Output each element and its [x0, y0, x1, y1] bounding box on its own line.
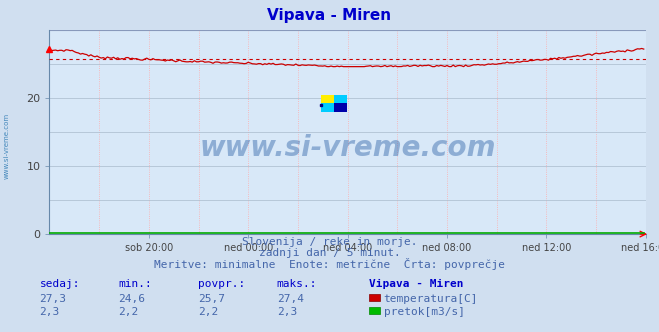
Text: sedaj:: sedaj:	[40, 279, 80, 289]
Text: Slovenija / reke in morje.: Slovenija / reke in morje.	[242, 237, 417, 247]
Text: 27,3: 27,3	[40, 294, 67, 304]
Text: 2,3: 2,3	[40, 307, 60, 317]
Text: 27,4: 27,4	[277, 294, 304, 304]
Text: povpr.:: povpr.:	[198, 279, 245, 289]
Text: Vipava - Miren: Vipava - Miren	[268, 8, 391, 24]
Text: temperatura[C]: temperatura[C]	[384, 294, 478, 304]
Bar	[334, 95, 347, 103]
Text: 2,2: 2,2	[198, 307, 218, 317]
Bar	[334, 103, 347, 112]
Text: maks.:: maks.:	[277, 279, 317, 289]
Text: 2,2: 2,2	[119, 307, 139, 317]
Text: 2,3: 2,3	[277, 307, 297, 317]
Text: 24,6: 24,6	[119, 294, 146, 304]
Text: pretok[m3/s]: pretok[m3/s]	[384, 307, 465, 317]
Text: Vipava - Miren: Vipava - Miren	[369, 279, 463, 289]
Bar	[321, 95, 334, 103]
Text: 25,7: 25,7	[198, 294, 225, 304]
Text: Meritve: minimalne  Enote: metrične  Črta: povprečje: Meritve: minimalne Enote: metrične Črta:…	[154, 258, 505, 270]
Text: min.:: min.:	[119, 279, 152, 289]
Text: www.si-vreme.com: www.si-vreme.com	[200, 134, 496, 162]
Bar	[321, 103, 334, 112]
Text: zadnji dan / 5 minut.: zadnji dan / 5 minut.	[258, 248, 401, 258]
Text: www.si-vreme.com: www.si-vreme.com	[3, 113, 10, 179]
